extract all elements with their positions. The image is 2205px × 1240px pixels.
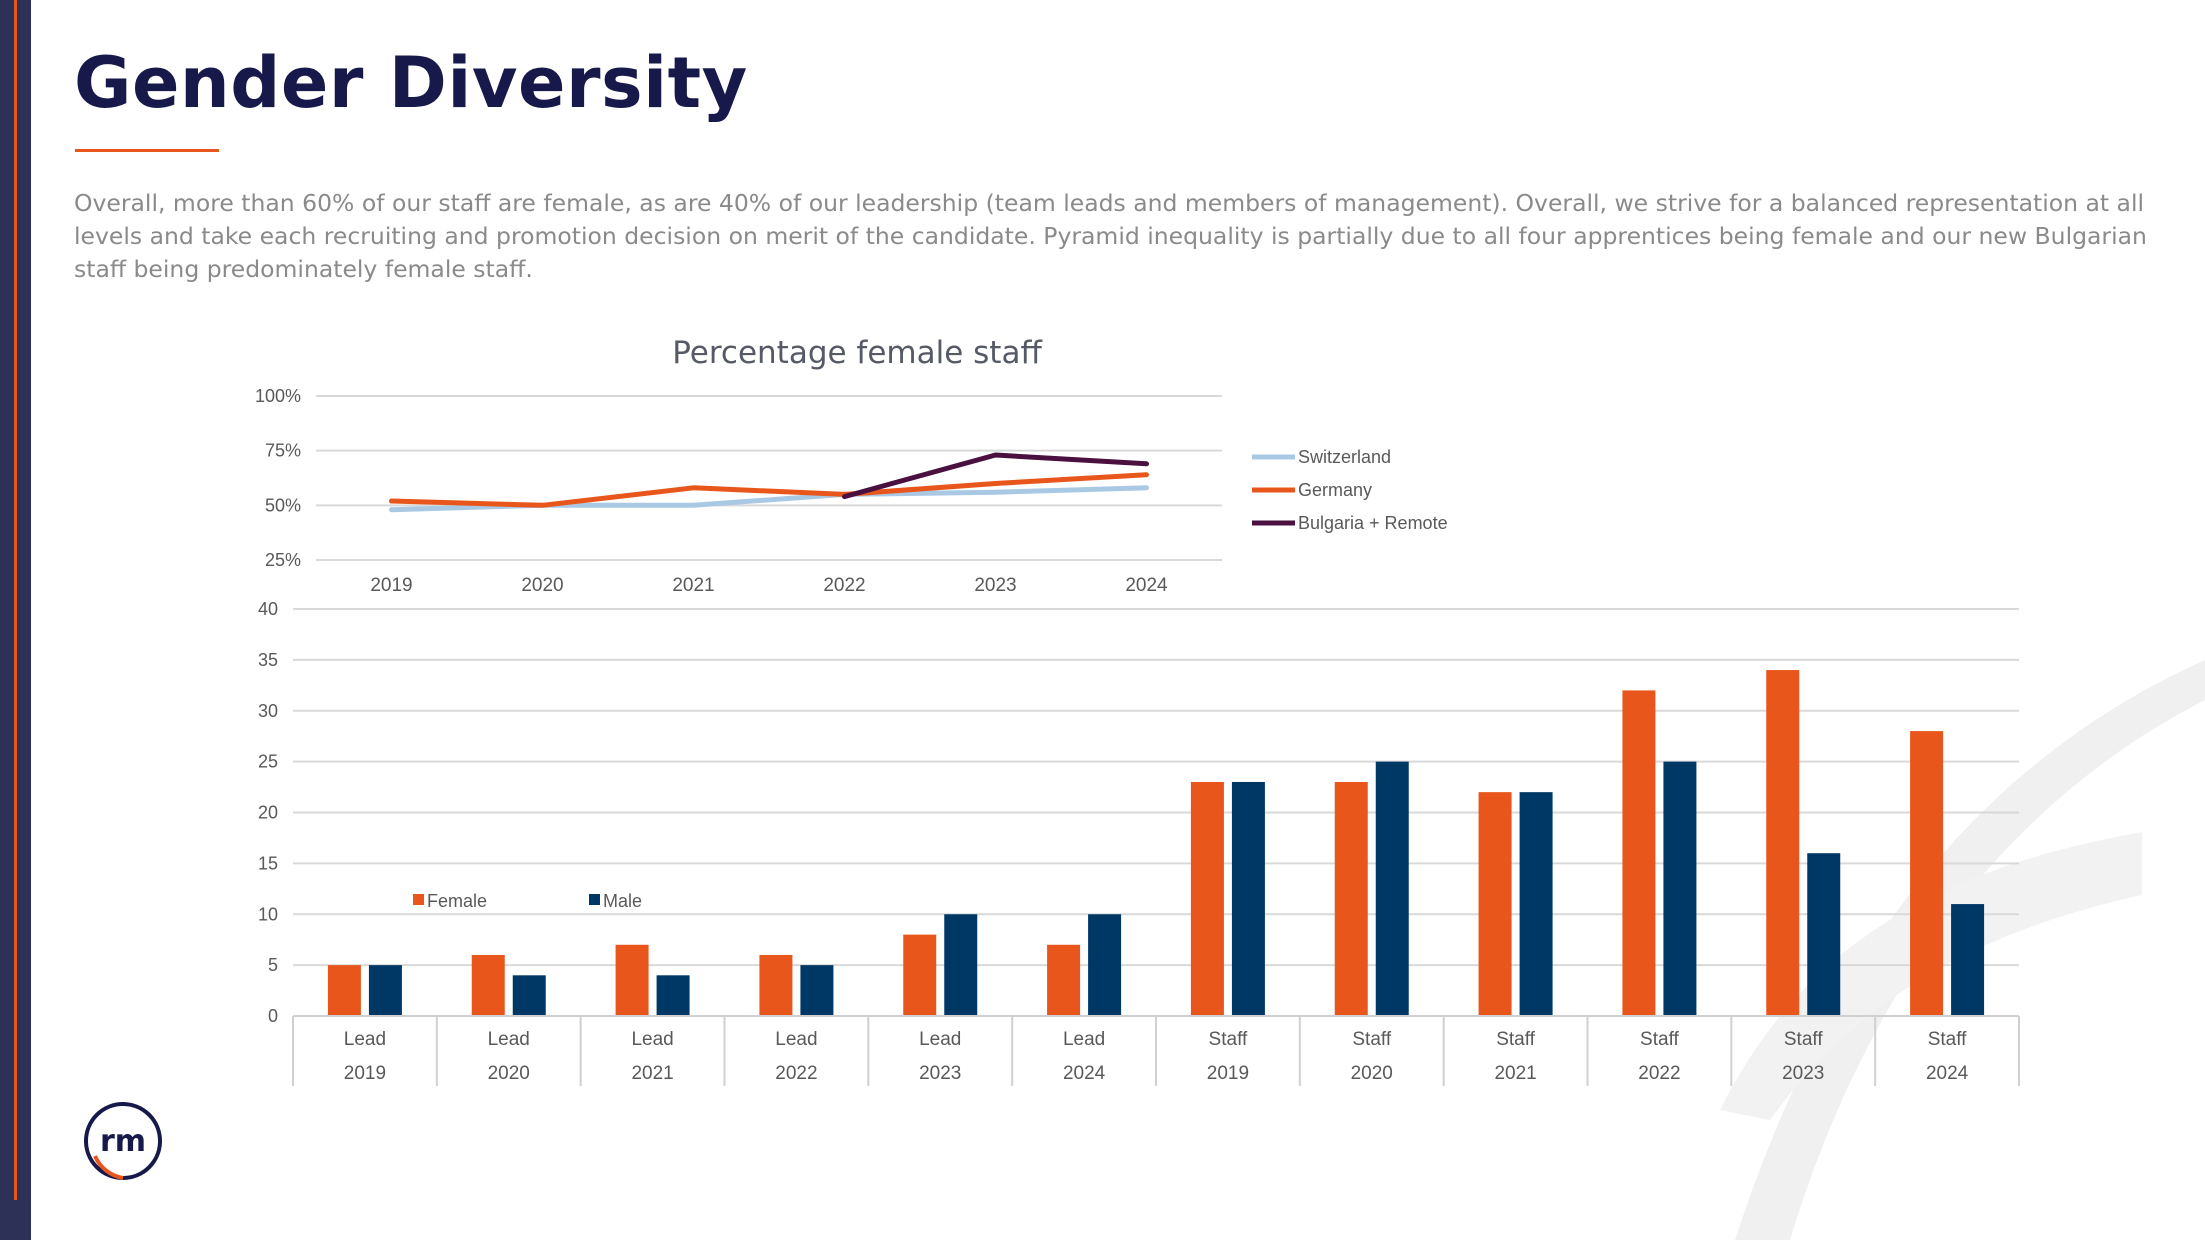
bar-male (1951, 904, 1985, 1016)
bar-female (615, 944, 649, 1016)
logo-text: rm (100, 1124, 146, 1159)
bar-category-year-label: 2019 (1207, 1063, 1249, 1084)
bar-y-tick-label: 5 (268, 955, 278, 975)
left-accent-line (14, 0, 17, 1200)
legend-label: Male (603, 891, 642, 911)
bar-male (1807, 853, 1841, 1016)
company-logo: rm (84, 1102, 162, 1180)
title-underline (75, 149, 219, 152)
bar-male (368, 965, 402, 1016)
bar-category-year-label: 2022 (775, 1063, 817, 1084)
bar-category-year-label: 2021 (1494, 1063, 1536, 1084)
bar-male (944, 914, 978, 1016)
bar-category-year-label: 2024 (1063, 1063, 1106, 1084)
bar-y-tick-label: 35 (258, 650, 278, 670)
bar-category-group-label: Lead (488, 1029, 530, 1050)
legend-swatch (589, 894, 600, 905)
line-series-bulgaria-remote (842, 452, 1149, 500)
bar-y-tick-label: 10 (258, 904, 278, 924)
bar-y-tick-label: 0 (268, 1006, 278, 1026)
bar-category-group-label: Staff (1928, 1029, 1967, 1050)
bar-female (1478, 792, 1512, 1016)
bar-category-year-label: 2022 (1638, 1063, 1680, 1084)
line-x-tick-label: 2022 (823, 575, 865, 596)
bar-female (1190, 781, 1224, 1016)
line-x-tick-label: 2023 (974, 575, 1016, 596)
bar-male (1519, 792, 1553, 1016)
bar-y-tick-label: 20 (258, 803, 278, 823)
legend-swatch (413, 894, 424, 905)
bar-category-year-label: 2020 (488, 1063, 530, 1084)
bar-female (1334, 781, 1368, 1016)
bar-y-tick-label: 15 (258, 853, 278, 873)
bar-male (800, 965, 834, 1016)
bar-category-group-label: Staff (1352, 1029, 1391, 1050)
line-y-tick-label: 50% (265, 495, 301, 515)
bar-male (512, 975, 546, 1016)
line-x-tick-label: 2021 (672, 575, 714, 596)
bar-female (903, 934, 937, 1016)
bar-category-group-label: Staff (1640, 1029, 1679, 1050)
legend-label: Female (427, 891, 487, 911)
line-chart: Percentage female staff 25% 50% 75% 100% 20… (255, 335, 1448, 596)
line-y-tick-label: 25% (265, 550, 301, 570)
bar-female (1910, 731, 1944, 1016)
legend-label: Germany (1298, 480, 1372, 500)
intro-paragraph: Overall, more than 60% of our staff are … (74, 189, 2147, 283)
bar-female (471, 954, 505, 1016)
bar-category-year-label: 2023 (1782, 1063, 1824, 1084)
bar-male (1231, 781, 1265, 1016)
page-title: Gender Diversity (74, 42, 748, 124)
line-x-tick-label: 2019 (370, 575, 412, 596)
bar-male (1663, 761, 1697, 1016)
bar-category-group-label: Staff (1496, 1029, 1535, 1050)
bar-male (1088, 914, 1122, 1016)
bar-category-year-label: 2019 (344, 1063, 386, 1084)
bar-y-tick-label: 25 (258, 752, 278, 772)
bar-category-group-label: Lead (631, 1029, 673, 1050)
bar-female (327, 965, 361, 1016)
bar-female (1047, 944, 1081, 1016)
bar-female (759, 954, 793, 1016)
bar-category-group-label: Staff (1209, 1029, 1248, 1050)
bar-category-group-label: Staff (1784, 1029, 1823, 1050)
line-y-tick-label: 100% (255, 386, 301, 406)
bar-category-group-label: Lead (775, 1029, 817, 1050)
bar-category-group-label: Lead (919, 1029, 961, 1050)
bar-category-group-label: Lead (344, 1029, 386, 1050)
bar-chart: 0 5 10 15 20 25 30 35 40 Lead 2019 Lead 2020 Lead 202… (258, 599, 2020, 1086)
bar-y-tick-label: 40 (258, 599, 278, 619)
line-y-tick-label: 75% (265, 441, 301, 461)
bar-category-year-label: 2021 (631, 1063, 673, 1084)
bar-category-group-label: Lead (1063, 1029, 1105, 1050)
bar-category-year-label: 2023 (919, 1063, 961, 1084)
bar-category-year-label: 2020 (1351, 1063, 1393, 1084)
line-x-tick-label: 2020 (521, 575, 563, 596)
bar-female (1766, 670, 1800, 1016)
bar-male (656, 975, 690, 1016)
line-chart-title: Percentage female staff (672, 335, 1042, 371)
legend-label: Switzerland (1298, 447, 1391, 467)
bar-y-tick-label: 30 (258, 701, 278, 721)
line-x-tick-label: 2024 (1125, 575, 1168, 596)
bar-female (1622, 690, 1656, 1016)
legend-label: Bulgaria + Remote (1298, 513, 1448, 533)
bar-category-year-label: 2024 (1926, 1063, 1969, 1084)
bar-male (1375, 761, 1409, 1016)
line-series-germany (389, 472, 1149, 508)
